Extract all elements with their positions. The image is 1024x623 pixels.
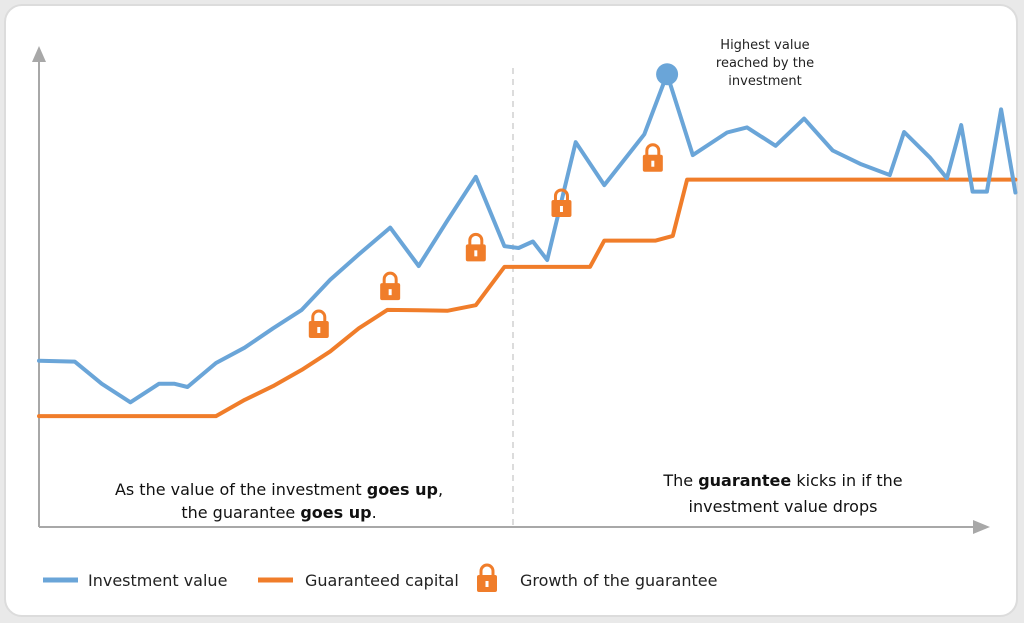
lock-icon-5 [642,143,663,172]
left-caption-line-1: As the value of the investment goes up, [115,480,443,499]
series-layer [37,72,1018,419]
lock-markers [308,143,663,339]
lock-icon-4 [551,188,572,217]
investment-value-line [37,72,1018,405]
left-caption-text-2: the guarantee [181,503,300,522]
guaranteed-capital-line [37,177,1018,419]
left-caption-bold-1: goes up [367,480,438,499]
legend-lock-icon [477,563,497,592]
right-caption-line-1: The guarantee kicks in if the [662,471,902,490]
peak-annotation-line-2: reached by the [716,56,814,71]
left-caption: As the value of the investment goes up, … [115,480,443,522]
left-caption-text-1: As the value of the investment [115,480,367,499]
legend-growth-label: Growth of the guarantee [520,571,717,590]
left-caption-punct-1: , [438,480,443,499]
lock-icon-1 [308,309,329,339]
lock-icon-3 [465,232,486,262]
legend: Investment value Guaranteed capital Grow… [43,563,717,592]
right-caption-text-2: kicks in if the [791,471,902,490]
left-caption-line-2: the guarantee goes up. [181,503,376,522]
right-caption-text-1: The [662,471,698,490]
legend-guaranteed-label: Guaranteed capital [305,571,459,590]
right-caption: The guarantee kicks in if the investment… [662,471,902,516]
left-caption-punct-2: . [372,503,377,522]
left-caption-bold-2: goes up [300,503,371,522]
right-caption-line-2: investment value drops [689,497,878,516]
y-axis-arrow [32,46,46,62]
x-axis-arrow [973,520,990,534]
lock-icon [477,563,497,592]
lock-icon-2 [380,271,401,301]
peak-annotation-line-1: Highest value [720,38,809,53]
legend-investment-label: Investment value [88,571,227,590]
peak-marker [656,63,679,86]
chart-card [4,4,1018,617]
right-caption-bold: guarantee [698,471,791,490]
peak-annotation: Highest value reached by the investment [716,38,814,89]
axes [32,46,990,534]
peak-annotation-line-3: investment [728,74,801,89]
